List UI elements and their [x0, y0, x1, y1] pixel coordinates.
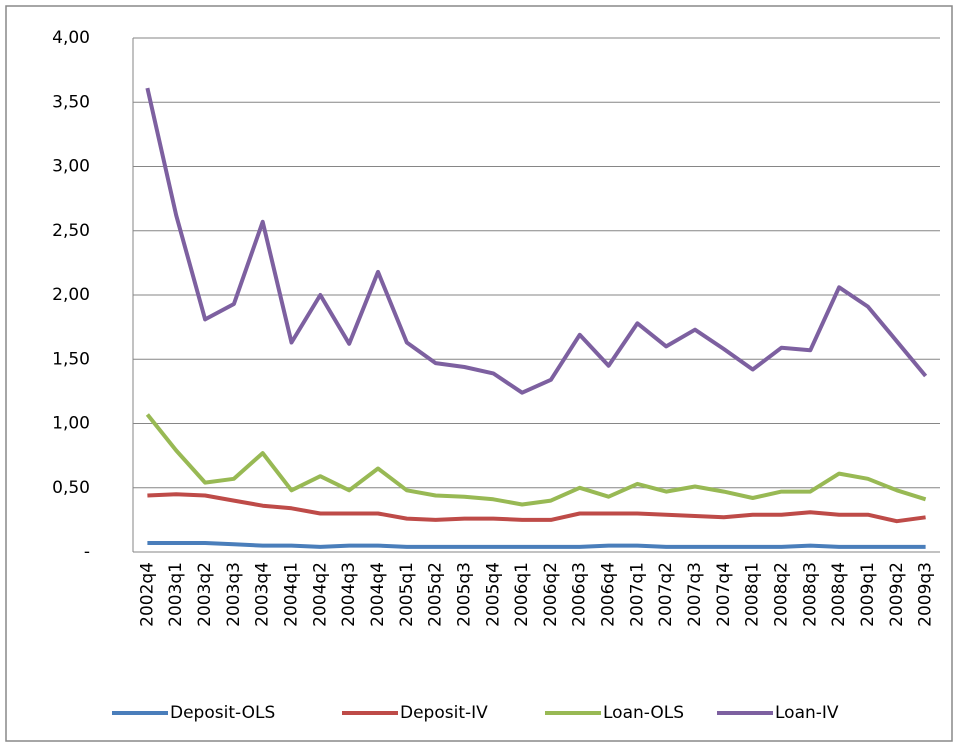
x-tick-label: 2009q1: [858, 562, 878, 627]
x-tick-label: 2006q1: [512, 562, 532, 627]
x-tick-label: 2005q3: [454, 562, 474, 627]
x-tick-label: 2004q1: [282, 562, 302, 627]
x-tick-label: 2005q1: [397, 562, 417, 627]
x-tick-label: 2002q4: [137, 562, 157, 627]
y-tick-label: 1,50: [52, 349, 90, 369]
chart-frame: [5, 5, 953, 742]
x-tick-label: 2008q4: [829, 562, 849, 627]
y-tick-label: 4,00: [52, 28, 90, 48]
x-tick-label: 2006q4: [599, 562, 619, 627]
y-tick-label: 2,00: [52, 285, 90, 305]
x-tick-label: 2003q1: [166, 562, 186, 627]
series-line: [145, 87, 928, 395]
x-tick-label: 2004q3: [339, 562, 359, 627]
legend-label: Loan-IV: [775, 703, 839, 723]
x-tick-label: 2006q3: [570, 562, 590, 627]
x-tick-label: 2005q4: [483, 562, 503, 627]
x-tick-label: 2007q1: [627, 562, 647, 627]
x-tick-label: 2007q3: [685, 562, 705, 627]
x-tick-label: 2007q2: [656, 562, 676, 627]
x-tick-label: 2003q3: [224, 562, 244, 627]
legend-label: Loan-OLS: [603, 703, 684, 723]
x-tick-label: 2004q4: [368, 562, 388, 627]
x-tick-label: 2007q4: [714, 562, 734, 627]
legend-label: Deposit-OLS: [170, 703, 275, 723]
x-tick-label: 2009q3: [916, 562, 936, 627]
x-tick-label: 2003q4: [253, 562, 273, 627]
y-tick-label: 3,00: [52, 157, 90, 177]
y-tick-label: 0,50: [52, 478, 90, 498]
series-line: [145, 413, 927, 507]
series-line: [147, 492, 926, 524]
x-tick-label: 2008q1: [743, 562, 763, 627]
x-tick-label: 2009q2: [887, 562, 907, 627]
y-tick-label: 1,00: [52, 414, 90, 434]
x-tick-label: 2004q2: [310, 562, 330, 627]
x-tick-label: 2005q2: [426, 562, 446, 627]
y-tick-label: 2,50: [52, 221, 90, 241]
legend-label: Deposit-IV: [400, 703, 488, 723]
series-line: [147, 541, 926, 549]
x-tick-label: 2003q2: [195, 562, 215, 627]
x-tick-label: 2008q3: [800, 562, 820, 627]
x-tick-label: 2008q2: [771, 562, 791, 627]
y-tick-label: -: [84, 542, 90, 562]
x-tick-label: 2006q2: [541, 562, 561, 627]
y-tick-label: 3,50: [52, 92, 90, 112]
